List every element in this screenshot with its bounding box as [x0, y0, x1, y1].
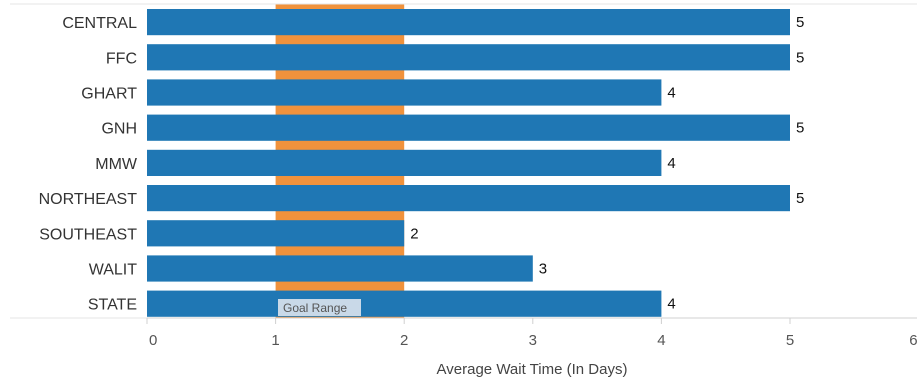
x-tick-label-2: 2	[400, 332, 408, 349]
category-labels-layer: CENTRAL FFC GHART GNH MMW NORTHEAST SOUTHEAST W…	[39, 15, 138, 314]
category-label-central: CENTRAL	[62, 15, 137, 32]
bars-layer: 5 5 4 5 4 5 2 3 4	[147, 9, 804, 317]
x-tick-label-5: 5	[786, 332, 794, 349]
category-label-southeast: SOUTHEAST	[39, 226, 137, 243]
bar-walit	[147, 255, 533, 282]
data-label-state: 4	[667, 296, 675, 313]
bar-central	[147, 9, 790, 36]
category-label-state: STATE	[88, 297, 137, 314]
data-label-ffc: 5	[796, 49, 804, 66]
x-tick-label-3: 3	[529, 332, 537, 349]
x-tick-label-6: 6	[909, 332, 917, 349]
x-axis-title: Average Wait Time (In Days)	[437, 361, 628, 378]
bar-mmw	[147, 149, 662, 176]
x-tick-label-0: 0	[149, 332, 157, 349]
data-label-gnh: 5	[796, 120, 804, 137]
data-label-walit: 3	[539, 261, 547, 278]
goal-range-label-bg	[278, 299, 361, 316]
bar-southeast	[147, 220, 405, 247]
category-label-northeast: NORTHEAST	[39, 191, 138, 208]
goal-range-label: Goal Range	[283, 301, 347, 315]
x-tick-label-4: 4	[657, 332, 665, 349]
x-ticks-layer: 0 1 2 3 4 5 6	[146, 318, 917, 349]
category-label-mmw: MMW	[95, 156, 138, 173]
data-label-ghart: 4	[667, 85, 675, 102]
data-label-northeast: 5	[796, 190, 804, 207]
bar-ghart	[147, 79, 662, 106]
category-label-walit: WALIT	[89, 262, 138, 279]
bar-gnh	[147, 114, 790, 141]
data-label-central: 5	[796, 14, 804, 31]
data-label-southeast: 2	[410, 225, 418, 242]
bar-northeast	[147, 185, 790, 212]
category-label-gnh: GNH	[101, 121, 137, 138]
category-label-ffc: FFC	[106, 50, 137, 67]
data-label-mmw: 4	[667, 155, 675, 172]
bar-ffc	[147, 44, 790, 71]
x-tick-label-1: 1	[271, 332, 279, 349]
category-label-ghart: GHART	[81, 86, 137, 103]
bar-state	[147, 290, 662, 317]
